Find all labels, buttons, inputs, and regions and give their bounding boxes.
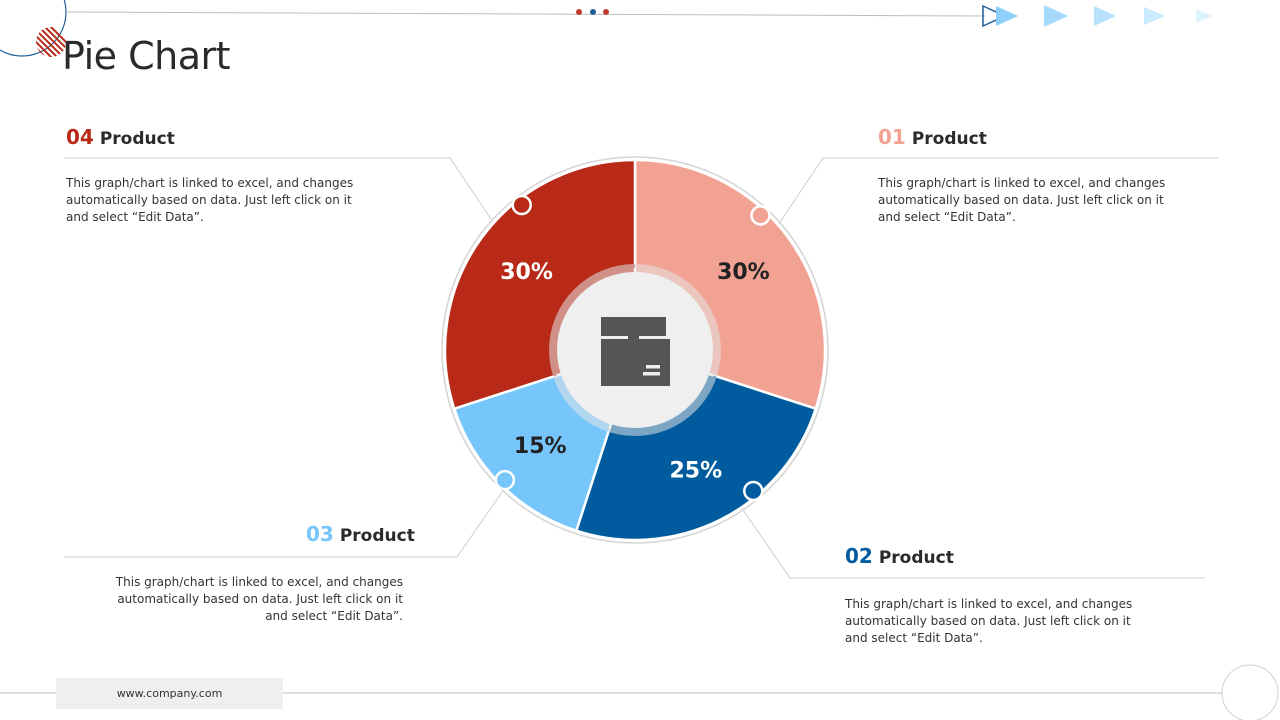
product-01-label: Product [911, 129, 987, 149]
page-title: Pie Chart [62, 34, 231, 78]
product-02-label: Product [878, 548, 954, 568]
top-dot-3 [603, 9, 609, 15]
package-box-icon [601, 317, 670, 386]
product-03-description: This graph/chart is linked to excel, and… [115, 575, 403, 623]
product-01-number: 01 [878, 125, 906, 149]
product-04-description: This graph/chart is linked to excel, and… [66, 176, 354, 224]
arrow-icon-3 [1094, 6, 1116, 26]
pie-chart: 30% 25% 15% 30% [441, 156, 829, 544]
slice-value-label: 15% [514, 434, 567, 459]
product-03-heading: 03 Product [306, 522, 415, 546]
arrow-outline-icon [982, 4, 1007, 28]
slice-marker-02 [743, 480, 764, 502]
product-02-heading: 02 Product [845, 544, 954, 568]
product-02-number: 02 [845, 544, 873, 568]
product-04-heading: 04 Product [66, 125, 175, 149]
top-dot-2 [590, 9, 596, 15]
pie-center [549, 264, 721, 436]
product-03-number: 03 [306, 522, 334, 546]
arrow-icon-1 [996, 6, 1018, 26]
product-01-description: This graph/chart is linked to excel, and… [878, 176, 1166, 224]
footer-url[interactable]: www.company.com [56, 678, 283, 709]
leader-line-04 [64, 157, 498, 229]
slice-marker-04 [511, 194, 532, 216]
top-left-circle-decoration [0, 0, 67, 57]
product-04-label: Product [99, 129, 175, 149]
slice-value-label: 30% [717, 260, 770, 285]
slice-value-label: 30% [500, 260, 553, 285]
arrow-icon-4 [1144, 7, 1165, 25]
leader-line-03 [64, 484, 508, 558]
slice-marker-03 [494, 469, 516, 491]
arrow-icon-2 [1044, 5, 1068, 27]
slice-marker-01 [750, 205, 771, 226]
product-02-description: This graph/chart is linked to excel, and… [845, 597, 1133, 645]
product-03-label: Product [339, 526, 415, 546]
bottom-right-circle-decoration [1221, 664, 1279, 720]
top-rule [65, 11, 986, 17]
product-01-heading: 01 Product [878, 125, 987, 149]
leader-line-01 [775, 157, 1218, 229]
pie-outer-ring [441, 156, 829, 544]
product-04-number: 04 [66, 125, 94, 149]
top-dot-1 [576, 9, 582, 15]
leader-line-02 [740, 506, 1205, 579]
slice-value-label: 25% [669, 458, 722, 483]
arrow-icon-5 [1196, 9, 1212, 23]
